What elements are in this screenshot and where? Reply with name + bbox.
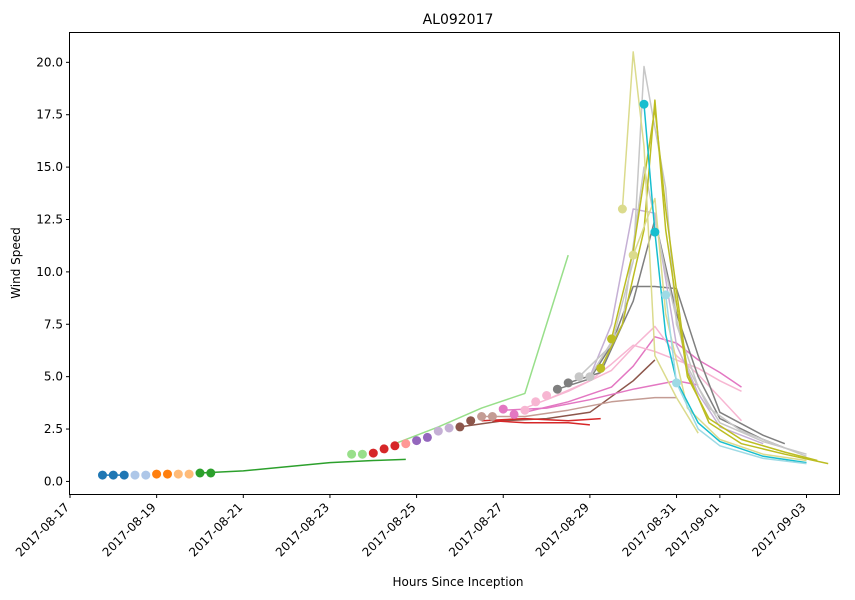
data-point-10 <box>206 468 216 478</box>
data-point-12 <box>357 449 367 459</box>
y-tick-label-0: 0.0 <box>44 474 63 488</box>
data-point-33 <box>585 372 595 382</box>
series-layer <box>102 51 829 476</box>
data-point-16 <box>401 439 411 449</box>
data-point-29 <box>542 391 552 400</box>
y-tick-label-3: 7.5 <box>44 317 63 331</box>
data-point-4 <box>141 470 151 480</box>
y-tick-label-4: 10.0 <box>36 265 63 279</box>
data-point-25 <box>498 404 508 414</box>
series-line-13 <box>589 208 764 445</box>
y-tick-label-7: 17.5 <box>36 108 63 122</box>
series-line-2 <box>394 254 569 445</box>
series-line-20 <box>643 104 807 464</box>
data-point-3 <box>130 470 140 480</box>
data-point-9 <box>195 468 205 478</box>
data-point-7 <box>173 469 183 479</box>
y-axis-title: Wind Speed <box>9 227 23 299</box>
data-point-36 <box>617 204 627 214</box>
data-point-1 <box>108 470 118 480</box>
y-axis: 0.0 2.5 5.0 7.5 10.0 12.5 15.0 17.5 20.0 <box>36 55 70 488</box>
data-point-20 <box>444 423 454 433</box>
data-point-17 <box>412 436 422 446</box>
marker-layer <box>98 99 681 480</box>
data-point-5 <box>152 469 162 479</box>
data-point-18 <box>422 432 432 442</box>
data-point-26 <box>509 409 519 419</box>
y-tick-label-2: 5.0 <box>44 370 63 384</box>
y-tick-label-5: 12.5 <box>36 212 63 226</box>
data-point-28 <box>531 397 541 407</box>
data-point-8 <box>184 469 194 479</box>
series-line-1 <box>199 458 406 474</box>
series-line-8 <box>524 336 742 414</box>
series-line-11 <box>557 285 786 445</box>
series-line-15 <box>589 166 807 457</box>
data-point-41 <box>672 378 681 388</box>
data-point-15 <box>390 441 400 451</box>
series-line-21 <box>664 294 807 465</box>
x-axis-title: Hours Since Inception <box>392 575 523 589</box>
series-line-3 <box>459 359 656 428</box>
data-point-21 <box>455 422 465 432</box>
data-point-34 <box>596 363 606 373</box>
data-point-0 <box>98 470 107 480</box>
chart-title: AL092017 <box>423 12 494 28</box>
data-point-39 <box>650 227 660 237</box>
y-tick-label-8: 20.0 <box>36 55 63 69</box>
series-line-4 <box>481 417 601 422</box>
data-point-24 <box>487 412 497 421</box>
data-point-38 <box>639 99 649 109</box>
series-line-16 <box>600 99 818 462</box>
data-point-14 <box>379 444 389 454</box>
data-point-27 <box>520 405 530 415</box>
data-point-35 <box>607 334 616 344</box>
data-point-31 <box>563 378 573 388</box>
data-point-11 <box>347 449 357 459</box>
series-line-12 <box>567 218 786 449</box>
series-line-14 <box>578 65 807 455</box>
data-point-22 <box>466 416 476 426</box>
y-tick-label-6: 15.0 <box>36 160 63 174</box>
y-tick-label-1: 2.5 <box>44 422 63 436</box>
data-point-30 <box>552 384 562 394</box>
series-line-5 <box>492 419 590 426</box>
data-point-6 <box>163 469 172 479</box>
data-point-40 <box>661 290 671 300</box>
series-line-19 <box>632 197 807 462</box>
data-point-32 <box>574 372 584 382</box>
data-point-2 <box>119 470 129 480</box>
plot-frame <box>69 32 840 495</box>
data-point-13 <box>368 448 378 458</box>
series-line-18 <box>621 51 699 434</box>
data-point-23 <box>477 412 487 421</box>
series-line-17 <box>610 107 829 465</box>
data-point-37 <box>628 250 638 260</box>
data-point-19 <box>433 426 443 436</box>
